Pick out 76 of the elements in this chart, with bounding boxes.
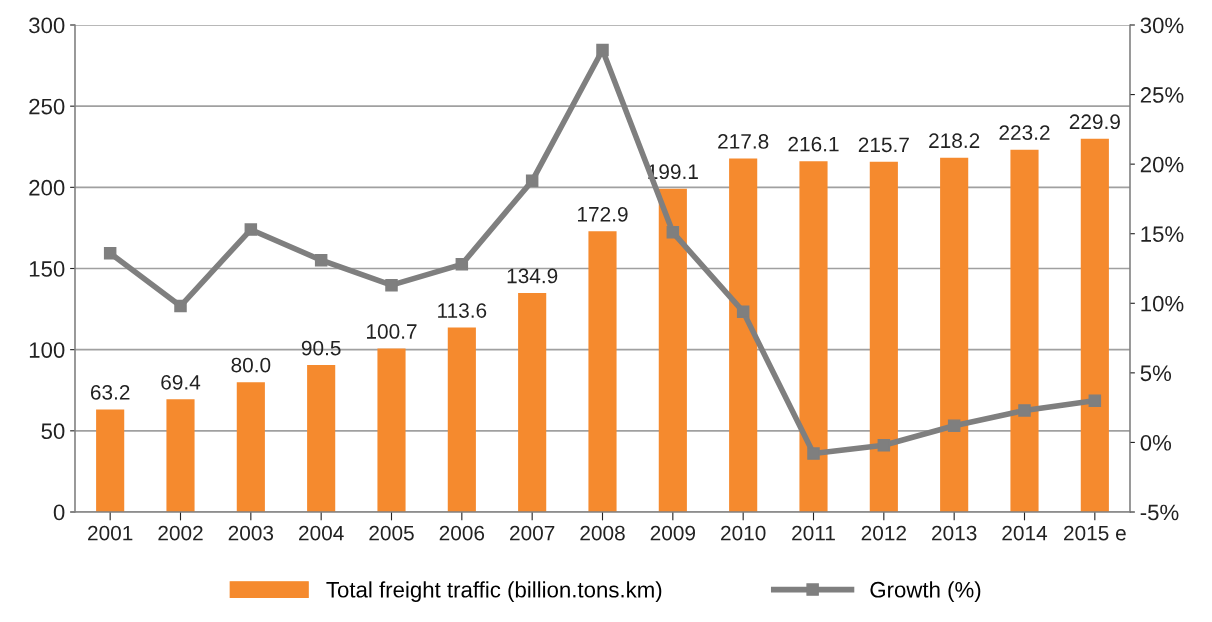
y2-tick-label: 30% bbox=[1140, 17, 1184, 34]
data-label: 217.8 bbox=[718, 134, 769, 149]
x-tick-label: 2001 bbox=[88, 525, 133, 541]
data-label: 218.2 bbox=[929, 133, 980, 149]
data-label: 229.9 bbox=[1069, 114, 1120, 130]
bar bbox=[658, 188, 687, 512]
bar bbox=[729, 158, 758, 512]
data-label: 113.6 bbox=[438, 303, 487, 318]
point bbox=[596, 43, 609, 57]
x-tick-label: 2007 bbox=[510, 525, 555, 541]
point bbox=[244, 223, 258, 236]
x-tick-label: 2006 bbox=[439, 525, 485, 541]
data-label: 215.7 bbox=[858, 137, 909, 153]
y-tick-label: 0 bbox=[53, 504, 65, 521]
bar bbox=[1010, 149, 1039, 512]
bar bbox=[799, 161, 828, 512]
y2-tick-label: 0% bbox=[1140, 434, 1172, 451]
point bbox=[103, 246, 117, 260]
data-label: 90.5 bbox=[301, 340, 341, 356]
point bbox=[736, 305, 750, 318]
x-tick-label: 2005 bbox=[369, 525, 414, 541]
x-tick-label: 2003 bbox=[228, 525, 274, 541]
data-label: 223.2 bbox=[999, 125, 1050, 140]
x-tick-label: 2014 bbox=[1002, 525, 1048, 541]
data-label: 80.0 bbox=[231, 357, 271, 373]
y-tick-label: 300 bbox=[29, 17, 65, 34]
bar bbox=[1080, 138, 1109, 512]
y-tick-label: 150 bbox=[29, 261, 65, 277]
legend-label: Total freight traffic (billion.tons.km) bbox=[326, 581, 662, 602]
y2-tick-label: -5% bbox=[1140, 504, 1179, 521]
bar bbox=[588, 231, 617, 512]
point bbox=[947, 419, 961, 432]
point bbox=[385, 278, 398, 292]
bar bbox=[307, 365, 336, 512]
y2-tick-label: 25% bbox=[1140, 87, 1184, 103]
point bbox=[314, 253, 328, 267]
bar bbox=[96, 409, 125, 512]
y2-tick-label: 10% bbox=[1141, 295, 1184, 312]
y-tick-label: 100 bbox=[29, 342, 65, 358]
point bbox=[1088, 394, 1102, 407]
point bbox=[807, 447, 820, 460]
point bbox=[666, 226, 680, 239]
bar bbox=[869, 161, 898, 512]
point bbox=[455, 258, 469, 271]
y2-tick-label: 5% bbox=[1140, 365, 1172, 382]
x-tick-label: 2008 bbox=[580, 525, 625, 541]
y-tick-label: 50 bbox=[41, 423, 65, 440]
bar bbox=[940, 157, 969, 512]
x-tick-label: 2012 bbox=[861, 525, 906, 541]
bar bbox=[166, 399, 195, 512]
y2-tick-label: 20% bbox=[1140, 156, 1184, 173]
x-tick-label: 2002 bbox=[158, 525, 203, 541]
bar bbox=[377, 348, 406, 512]
x-tick-label: 2010 bbox=[721, 525, 766, 541]
bar bbox=[447, 327, 476, 512]
y-tick-label: 250 bbox=[29, 98, 65, 115]
point bbox=[1018, 404, 1031, 417]
data-label: 69.4 bbox=[161, 374, 201, 390]
data-label: 172.9 bbox=[578, 206, 628, 222]
x-tick-label: 2013 bbox=[932, 525, 977, 541]
point bbox=[525, 174, 539, 188]
x-tick-label: 2009 bbox=[650, 525, 696, 541]
bar bbox=[236, 382, 265, 512]
data-label: 100.7 bbox=[367, 324, 417, 339]
point bbox=[174, 299, 187, 313]
x-tick-label: 2004 bbox=[299, 525, 344, 541]
point bbox=[877, 438, 891, 452]
data-label: 216.1 bbox=[788, 136, 839, 152]
x-tick-label: 2011 bbox=[792, 525, 835, 541]
data-label: 134.9 bbox=[507, 268, 558, 284]
x-tick-label: 2015 e bbox=[1064, 525, 1126, 541]
legend-label: Growth (%) bbox=[870, 581, 981, 602]
bar bbox=[518, 293, 547, 512]
y2-tick-label: 15% bbox=[1141, 226, 1184, 242]
data-label: 63.2 bbox=[90, 384, 130, 400]
y-tick-label: 200 bbox=[29, 179, 65, 196]
